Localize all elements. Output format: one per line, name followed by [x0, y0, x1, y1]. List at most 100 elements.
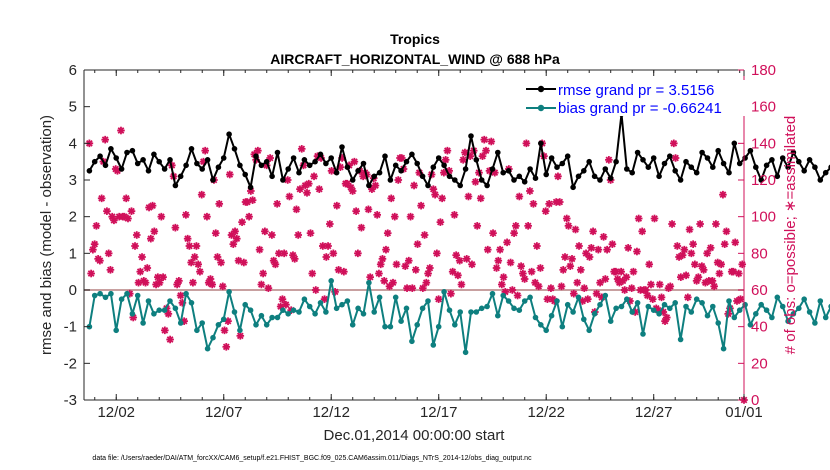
bias-point [473, 309, 480, 315]
obs-point [175, 277, 183, 285]
rmse-point [86, 168, 93, 174]
obs-point [420, 231, 429, 239]
obs-point [264, 284, 273, 292]
obs-point [196, 267, 204, 276]
rmse-point [360, 160, 367, 167]
obs-point [101, 135, 109, 144]
obs-point [641, 286, 650, 294]
obs-point [617, 267, 625, 276]
bias-point [624, 296, 630, 303]
obs-point [594, 245, 603, 254]
obs-point [290, 255, 299, 263]
legend-bias-label: bias grand pr = -0.66241 [558, 100, 722, 117]
obs-point [706, 244, 715, 252]
bias-point [167, 298, 173, 304]
obs-point [285, 192, 294, 201]
bias-point [355, 305, 361, 312]
x-tick-label: 12/02 [97, 404, 135, 421]
rmse-point [704, 155, 711, 161]
y-tick-label-right: 40 [751, 319, 768, 336]
x-tick-label: 12/17 [420, 404, 458, 421]
rmse-point [306, 162, 313, 169]
rmse-point [763, 162, 770, 169]
rmse-point [382, 153, 388, 159]
bias-point [339, 301, 345, 308]
bias-point [274, 314, 281, 321]
rmse-point [559, 160, 566, 167]
rmse-point [650, 155, 657, 161]
obs-point [213, 253, 222, 261]
y-tick-label: 2 [69, 209, 77, 226]
obs-point [691, 260, 699, 269]
y-tick-label-right: 120 [751, 172, 776, 189]
obs-point [340, 267, 348, 276]
bias-point [91, 292, 98, 299]
obs-point [117, 126, 125, 135]
obs-point [254, 146, 262, 155]
obs-point [715, 269, 724, 278]
obs-point [696, 220, 704, 228]
obs-point [687, 249, 696, 258]
obs-point [236, 332, 245, 340]
obs-point [638, 227, 647, 236]
obs-point [275, 249, 283, 258]
bias-point [742, 301, 748, 308]
obs-point [261, 227, 269, 236]
bias-point [796, 305, 802, 312]
rmse-point [441, 162, 447, 169]
obs-point [468, 260, 476, 269]
y-tick-label-right: 100 [751, 209, 776, 226]
obs-point [668, 220, 676, 228]
rmse-point [790, 149, 797, 156]
y-tick-label: 5 [69, 99, 77, 116]
obs-point [589, 227, 597, 236]
rmse-point [564, 153, 571, 159]
obs-point [333, 201, 341, 210]
bias-point [597, 301, 603, 308]
obs-point [608, 240, 617, 248]
bias-point [183, 290, 189, 297]
obs-point [143, 264, 152, 272]
bias-point [387, 323, 394, 330]
rmse-point [387, 177, 394, 183]
obs-point [503, 238, 511, 247]
bias-point [382, 323, 388, 330]
bias-point [618, 303, 625, 310]
obs-point [599, 233, 608, 241]
obs-point [648, 295, 657, 303]
obs-point [124, 214, 132, 223]
obs-point [311, 286, 320, 294]
rmse-point [822, 169, 829, 176]
obs-point [87, 269, 95, 278]
obs-point [104, 249, 113, 258]
rmse-point [140, 157, 146, 163]
obs-point [215, 200, 224, 208]
rmse-point [817, 177, 824, 183]
y-tick-label-right: 20 [751, 355, 768, 372]
rmse-point [548, 155, 555, 161]
bias-point [661, 301, 668, 308]
obs-point [605, 156, 613, 164]
obs-point [222, 343, 231, 351]
obs-point [354, 249, 362, 258]
rmse-point [210, 177, 216, 183]
obs-point [138, 253, 146, 261]
bias-point [344, 298, 351, 304]
obs-point [545, 200, 553, 208]
y-tick-label: 6 [69, 62, 77, 79]
rmse-point [167, 157, 173, 163]
obs-point [141, 278, 150, 287]
rmse-point [446, 173, 453, 180]
rmse-point [355, 168, 361, 174]
obs-point [201, 146, 210, 155]
bias-point [446, 307, 453, 314]
obs-point [520, 275, 529, 283]
obs-point [596, 278, 604, 287]
obs-point [187, 258, 195, 267]
obs-point [266, 154, 274, 162]
obs-point [657, 293, 666, 302]
obs-point [566, 262, 575, 270]
obs-point [719, 190, 727, 199]
rmse-point [581, 168, 587, 174]
bias-point [806, 309, 813, 315]
